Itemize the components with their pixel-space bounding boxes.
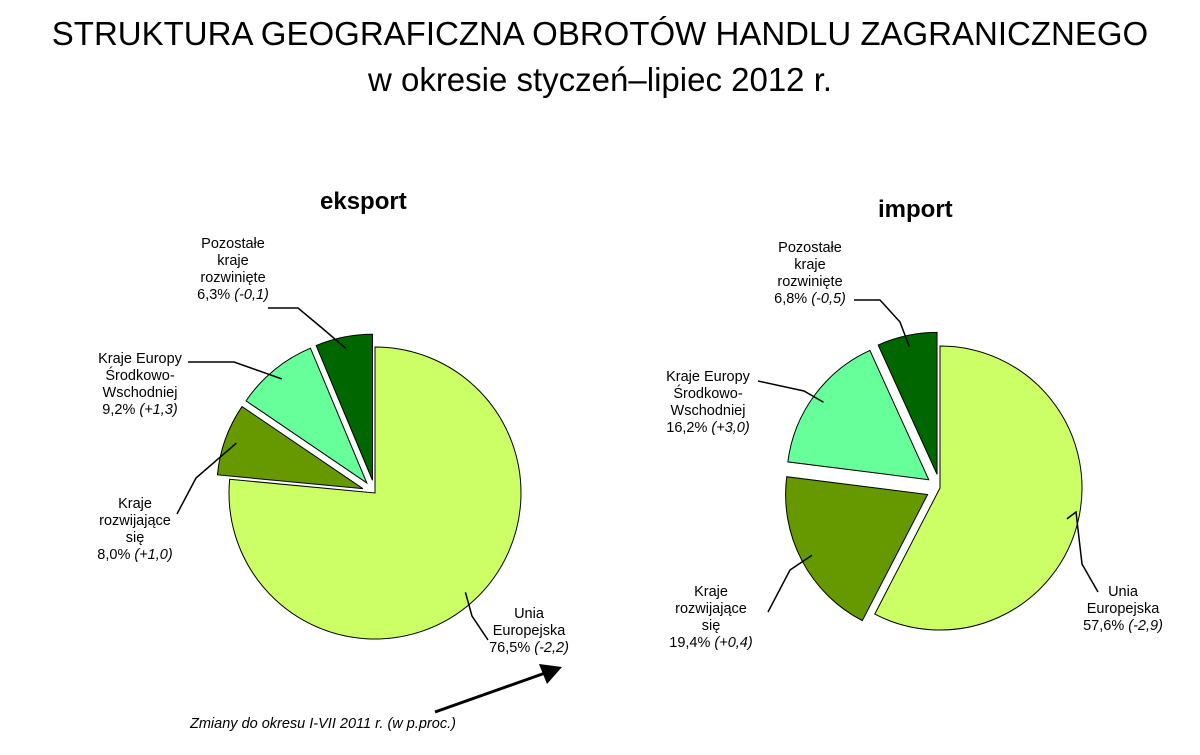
import-slice-kraje-rozwijajace (785, 476, 929, 622)
export-slice-pozostale-rozwiniete (315, 333, 373, 481)
export-slice-kraje-rozwijajace (216, 405, 364, 490)
leader-lines (176, 299, 1099, 641)
export-label-europa-srodkowo-wschodnia: Kraje Europy Środkowo- Wschodniej 9,2% (… (98, 351, 182, 418)
import-leader-kraje-rozwijajace (767, 554, 813, 613)
import-leader-unia-europejska (1066, 510, 1099, 593)
export-pie-title: eksport (320, 188, 407, 215)
import-pie-title: import (878, 196, 953, 223)
export-label-unia-europejska: Unia Europejska 76,5% (-2,2) (489, 606, 569, 656)
chart-title-line1: STRUKTURA GEOGRAFICZNA OBROTÓW HANDLU ZA… (51, 15, 1149, 52)
export-label-pozostale-rozwiniete: Pozostałe kraje rozwinięte 6,3% (-0,1) (197, 236, 269, 303)
footnote-arrow (434, 664, 562, 714)
import-leader-europa-srodkowo-wschodnia (757, 380, 824, 403)
footnote-changes: Zmiany do okresu I-VII 2011 r. (w p.proc… (190, 716, 456, 732)
import-slice-europa-srodkowo-wschodnia (787, 349, 930, 481)
import-pie (785, 331, 1083, 631)
import-slice-unia-europejska (874, 345, 1083, 631)
import-slice-pozostale-rozwiniete (877, 331, 938, 475)
import-label-unia-europejska: Unia Europejska 57,6% (-2,9) (1083, 584, 1163, 634)
chart-title-line2: w okresie styczeń–lipiec 2012 r. (367, 61, 833, 98)
export-pie (216, 333, 522, 640)
export-leader-unia-europejska (464, 592, 489, 641)
export-leader-pozostale-rozwiniete (268, 307, 347, 350)
export-leader-kraje-rozwijajace (176, 442, 237, 515)
export-slice-unia-europejska (228, 346, 522, 640)
import-label-pozostale-rozwiniete: Pozostałe kraje rozwinięte 6,8% (-0,5) (774, 240, 846, 307)
export-label-kraje-rozwijajace: Kraje rozwijające się 8,0% (+1,0) (97, 496, 173, 563)
export-slice-europa-srodkowo-wschodnia (245, 347, 368, 485)
import-label-europa-srodkowo-wschodnia: Kraje Europy Środkowo- Wschodniej 16,2% … (666, 369, 750, 436)
import-label-kraje-rozwijajace: Kraje rozwijające się 19,4% (+0,4) (669, 584, 753, 651)
import-leader-pozostale-rozwiniete (854, 299, 911, 347)
export-leader-europa-srodkowo-wschodnia (188, 361, 283, 380)
